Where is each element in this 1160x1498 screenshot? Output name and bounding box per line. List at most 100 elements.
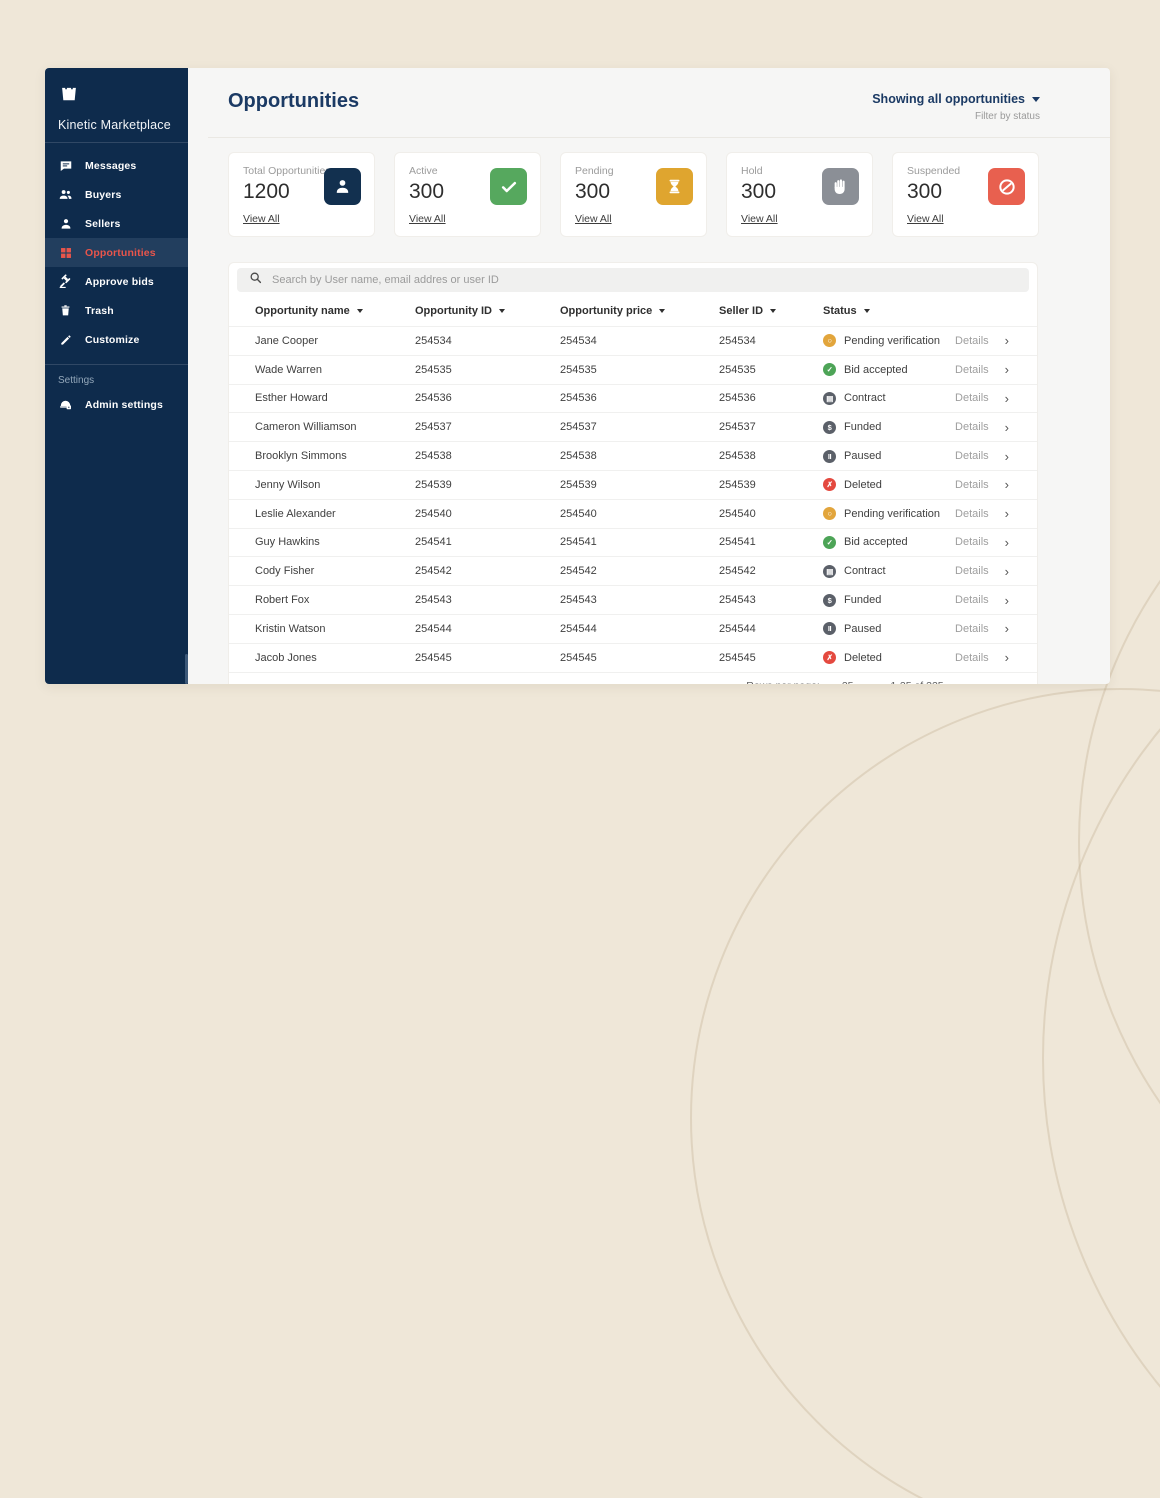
- sidebar-item-buyers[interactable]: Buyers: [45, 180, 188, 209]
- chevron-right-icon: [1005, 535, 1009, 550]
- status-cell: ▤ Contract: [823, 392, 951, 405]
- view-all-link[interactable]: View All: [243, 213, 280, 225]
- status-label: Funded: [844, 594, 881, 606]
- opportunity-price-cell: 254538: [560, 450, 719, 462]
- opportunity-price-cell: 254535: [560, 364, 719, 376]
- details-link[interactable]: Details: [955, 449, 1009, 464]
- message-icon: [58, 158, 73, 173]
- details-link[interactable]: Details: [955, 535, 1009, 550]
- details-label: Details: [955, 652, 989, 664]
- brand-name: Kinetic Marketplace: [58, 118, 175, 132]
- chevron-right-icon: [1005, 506, 1009, 521]
- table-row: Kristin Watson 254544 254544 254544 II P…: [229, 614, 1037, 643]
- seller-id-cell: 254537: [719, 421, 823, 433]
- gavel-icon: [58, 274, 73, 289]
- status-icon: ✓: [823, 363, 836, 376]
- sidebar-item-messages[interactable]: Messages: [45, 151, 188, 180]
- table-row: Jacob Jones 254545 254545 254545 ✗ Delet…: [229, 643, 1037, 672]
- column-label: Seller ID: [719, 305, 763, 317]
- opportunity-name-cell: Cameron Williamson: [255, 421, 415, 433]
- view-all-link[interactable]: View All: [741, 213, 778, 225]
- admin-helmet-icon: [58, 397, 73, 412]
- opportunities-table-card: Opportunity name Opportunity ID Opportun…: [228, 262, 1038, 684]
- view-all-link[interactable]: View All: [409, 213, 446, 225]
- opportunity-name-cell: Jenny Wilson: [255, 479, 415, 491]
- opportunity-name-cell: Robert Fox: [255, 594, 415, 606]
- decorative-arc: [690, 688, 1160, 1498]
- sidebar-item-approve-bids[interactable]: Approve bids: [45, 267, 188, 296]
- details-link[interactable]: Details: [955, 391, 1009, 406]
- column-header-opportunity-name[interactable]: Opportunity name: [255, 305, 415, 317]
- sidebar: Kinetic Marketplace Messages Buyers Sell…: [45, 68, 188, 684]
- previous-page-button[interactable]: ‹: [966, 679, 977, 684]
- column-label: Opportunity name: [255, 305, 350, 317]
- opportunity-id-cell: 254538: [415, 450, 560, 462]
- sidebar-item-trash[interactable]: Trash: [45, 296, 188, 325]
- status-cell: $ Funded: [823, 594, 951, 607]
- seller-id-cell: 254545: [719, 652, 823, 664]
- sidebar-item-customize[interactable]: Customize: [45, 325, 188, 354]
- table-pagination: Rows per page: 25 1-25 of 325 ‹ ›: [229, 672, 1037, 684]
- status-cell: ✗ Deleted: [823, 651, 951, 664]
- sidebar-item-opportunities[interactable]: Opportunities: [45, 238, 188, 267]
- details-link[interactable]: Details: [955, 650, 1009, 665]
- sidebar-item-admin-settings[interactable]: Admin settings: [45, 390, 188, 419]
- sort-caret-icon: [770, 309, 776, 313]
- status-label: Deleted: [844, 479, 882, 491]
- opportunity-id-cell: 254544: [415, 623, 560, 635]
- details-label: Details: [955, 536, 989, 548]
- prohibited-icon: [988, 168, 1025, 205]
- column-header-opportunity-id[interactable]: Opportunity ID: [415, 305, 560, 317]
- column-label: Opportunity price: [560, 305, 652, 317]
- status-filter-dropdown[interactable]: Showing all opportunities: [872, 92, 1040, 106]
- status-icon: II: [823, 622, 836, 635]
- seller-id-cell: 254540: [719, 508, 823, 520]
- page-header: Opportunities Showing all opportunities …: [208, 68, 1110, 138]
- view-all-link[interactable]: View All: [907, 213, 944, 225]
- page-title: Opportunities: [228, 90, 359, 113]
- details-link[interactable]: Details: [955, 621, 1009, 636]
- sort-caret-icon: [499, 309, 505, 313]
- status-label: Pending verification: [844, 335, 940, 347]
- status-filter: Showing all opportunities Filter by stat…: [872, 90, 1040, 122]
- details-link[interactable]: Details: [955, 362, 1009, 377]
- status-cell: II Paused: [823, 622, 951, 635]
- column-header-status[interactable]: Status: [823, 305, 951, 317]
- hourglass-icon: [656, 168, 693, 205]
- details-link[interactable]: Details: [955, 506, 1009, 521]
- status-icon: ▤: [823, 392, 836, 405]
- opportunity-id-cell: 254536: [415, 392, 560, 404]
- status-cell: ✓ Bid accepted: [823, 536, 951, 549]
- status-cell: $ Funded: [823, 421, 951, 434]
- view-all-link[interactable]: View All: [575, 213, 612, 225]
- opportunity-name-cell: Esther Howard: [255, 392, 415, 404]
- status-icon: $: [823, 594, 836, 607]
- next-page-button[interactable]: ›: [998, 679, 1009, 684]
- details-link[interactable]: Details: [955, 420, 1009, 435]
- column-label: Opportunity ID: [415, 305, 492, 317]
- rows-per-page-select[interactable]: 25: [842, 680, 869, 684]
- search-icon: [249, 271, 262, 289]
- chevron-right-icon: [1005, 391, 1009, 406]
- details-link[interactable]: Details: [955, 477, 1009, 492]
- sidebar-item-label: Opportunities: [85, 247, 156, 259]
- stat-card-pending: Pending 300 View All: [560, 152, 707, 237]
- details-label: Details: [955, 479, 989, 491]
- search-input[interactable]: [272, 274, 1029, 286]
- status-label: Pending verification: [844, 508, 940, 520]
- details-label: Details: [955, 450, 989, 462]
- chevron-right-icon: [1005, 564, 1009, 579]
- details-link[interactable]: Details: [955, 593, 1009, 608]
- opportunity-price-cell: 254544: [560, 623, 719, 635]
- person-icon: [324, 168, 361, 205]
- details-link[interactable]: Details: [955, 333, 1009, 348]
- opportunity-price-cell: 254541: [560, 536, 719, 548]
- check-icon: [490, 168, 527, 205]
- column-header-opportunity-price[interactable]: Opportunity price: [560, 305, 719, 317]
- details-link[interactable]: Details: [955, 564, 1009, 579]
- sidebar-item-sellers[interactable]: Sellers: [45, 209, 188, 238]
- details-label: Details: [955, 508, 989, 520]
- column-header-seller-id[interactable]: Seller ID: [719, 305, 823, 317]
- opportunity-name-cell: Jane Cooper: [255, 335, 415, 347]
- opportunity-id-cell: 254540: [415, 508, 560, 520]
